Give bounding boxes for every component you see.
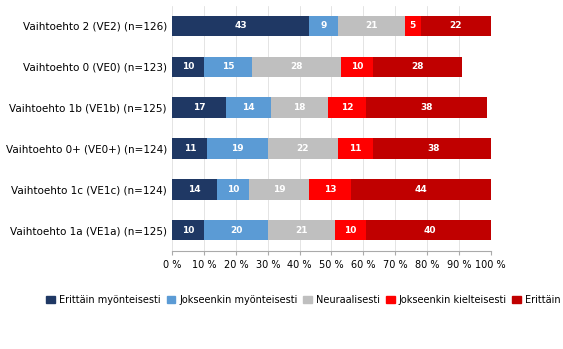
Bar <box>172 138 207 159</box>
Bar <box>328 97 367 118</box>
Bar <box>172 16 309 36</box>
Bar <box>249 179 309 200</box>
Text: 28: 28 <box>290 62 303 71</box>
Text: 17: 17 <box>193 103 205 112</box>
Bar <box>217 179 249 200</box>
Text: 19: 19 <box>272 185 285 194</box>
Bar <box>268 220 334 240</box>
Bar <box>204 220 268 240</box>
Text: 10: 10 <box>227 185 239 194</box>
Text: 22: 22 <box>297 144 309 153</box>
Bar <box>421 16 490 36</box>
Text: 10: 10 <box>182 62 194 71</box>
Bar <box>226 97 271 118</box>
Bar <box>271 97 328 118</box>
Text: 43: 43 <box>234 22 247 30</box>
Text: 15: 15 <box>222 62 234 71</box>
Text: 9: 9 <box>320 22 327 30</box>
Text: 10: 10 <box>182 226 194 235</box>
Bar <box>373 57 462 77</box>
Legend: Erittäin myönteisesti, Jokseenkin myönteisesti, Neuraalisesti, Jokseenkin kielte: Erittäin myönteisesti, Jokseenkin myönte… <box>47 295 563 305</box>
Bar <box>172 57 204 77</box>
Text: 38: 38 <box>427 144 440 153</box>
Bar <box>172 179 217 200</box>
Bar <box>367 97 488 118</box>
Text: 21: 21 <box>295 226 307 235</box>
Bar <box>309 179 351 200</box>
Text: 28: 28 <box>411 62 423 71</box>
Bar <box>351 179 490 200</box>
Bar <box>367 220 494 240</box>
Text: 11: 11 <box>184 144 196 153</box>
Bar <box>338 16 405 36</box>
Bar <box>268 138 338 159</box>
Text: 5: 5 <box>409 22 415 30</box>
Text: 10: 10 <box>345 226 357 235</box>
Bar <box>405 16 421 36</box>
Bar <box>172 220 204 240</box>
Bar <box>207 138 268 159</box>
Text: 13: 13 <box>324 185 336 194</box>
Bar <box>334 220 367 240</box>
Text: 14: 14 <box>243 103 255 112</box>
Text: 14: 14 <box>189 185 201 194</box>
Text: 10: 10 <box>351 62 363 71</box>
Text: 44: 44 <box>414 185 427 194</box>
Bar <box>309 16 338 36</box>
Text: 12: 12 <box>341 103 354 112</box>
Text: 18: 18 <box>293 103 306 112</box>
Bar <box>341 57 373 77</box>
Text: 40: 40 <box>424 226 436 235</box>
Bar <box>373 138 494 159</box>
Text: 20: 20 <box>230 226 242 235</box>
Text: 11: 11 <box>349 144 361 153</box>
Bar <box>204 57 252 77</box>
Bar <box>252 57 341 77</box>
Bar <box>172 97 226 118</box>
Bar <box>338 138 373 159</box>
Text: 21: 21 <box>365 22 378 30</box>
Text: 19: 19 <box>231 144 244 153</box>
Text: 38: 38 <box>421 103 433 112</box>
Text: 22: 22 <box>449 22 462 30</box>
